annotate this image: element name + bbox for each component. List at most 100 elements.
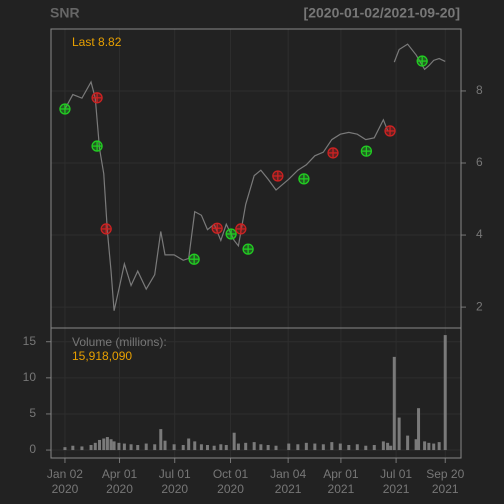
trade-marker — [384, 125, 396, 137]
volume-bar — [236, 443, 240, 451]
trade-marker — [416, 55, 428, 67]
volume-bar — [71, 445, 75, 451]
volume-bar — [414, 439, 418, 451]
volume-bar — [397, 417, 401, 451]
y-tick-label: 10 — [23, 370, 37, 384]
volume-bar — [252, 442, 256, 451]
price-line — [393, 43, 446, 71]
volume-bar — [109, 439, 113, 451]
volume-bar — [432, 443, 436, 451]
x-tick-label: 2020 — [217, 482, 244, 496]
volume-bar — [212, 445, 216, 451]
volume-bar — [313, 443, 317, 451]
volume-bar — [163, 440, 167, 451]
volume-bar — [296, 444, 300, 451]
trade-marker — [327, 147, 339, 159]
volume-bar — [347, 445, 351, 451]
x-tick-label: Jul 01 — [159, 467, 191, 481]
x-tick-label: 2020 — [106, 482, 133, 496]
volume-bar — [266, 445, 270, 451]
volume-bar — [389, 445, 393, 451]
volume-bar — [287, 443, 291, 451]
volume-bar — [159, 429, 163, 451]
volume-bar — [224, 445, 228, 451]
volume-bar — [274, 445, 278, 451]
volume-bar — [219, 444, 223, 451]
volume-bar — [244, 442, 248, 451]
y-tick-label: 0 — [29, 442, 36, 456]
panel-border — [50, 327, 462, 459]
volume-bar — [259, 444, 263, 451]
x-tick-label: 2021 — [383, 482, 410, 496]
y-tick-label: 5 — [29, 406, 36, 420]
volume-bar — [427, 442, 431, 451]
x-tick-label: Apr 01 — [102, 467, 138, 481]
x-tick-label: Jul 01 — [380, 467, 412, 481]
volume-bar — [129, 444, 133, 451]
x-tick-label: Jan 02 — [47, 467, 83, 481]
volume-bar — [372, 445, 376, 451]
x-tick-label: 2021 — [328, 482, 355, 496]
volume-bar — [330, 442, 334, 451]
last-volume: 15,918,090 — [72, 349, 132, 363]
volume-bar — [355, 444, 359, 451]
x-tick-label: 2020 — [161, 482, 188, 496]
last-price: Last 8.82 — [72, 35, 122, 49]
trade-marker — [235, 223, 247, 235]
trade-marker — [242, 243, 254, 255]
volume-label: Volume (millions): — [72, 335, 167, 349]
volume-bar — [105, 437, 109, 451]
y-tick-label: 8 — [476, 83, 483, 97]
trade-marker — [211, 222, 223, 234]
volume-bar — [205, 445, 209, 451]
x-tick-label: 2021 — [432, 482, 459, 496]
trade-marker — [100, 223, 112, 235]
y-tick-label: 2 — [476, 299, 483, 313]
y-tick-label: 6 — [476, 155, 483, 169]
volume-bar — [423, 441, 427, 451]
x-tick-label: Apr 01 — [323, 467, 359, 481]
volume-bar — [89, 445, 93, 451]
volume-bar — [443, 335, 447, 451]
x-tick-label: 2020 — [52, 482, 79, 496]
volume-bar — [338, 443, 342, 451]
volume-bar — [144, 443, 148, 451]
y-tick-label: 4 — [476, 227, 483, 241]
volume-bar — [181, 445, 185, 451]
volume-bar — [187, 438, 191, 451]
trade-marker — [225, 228, 237, 240]
volume-bar — [321, 444, 325, 451]
volume-bar — [193, 441, 197, 451]
chart-title: SNR — [50, 5, 80, 21]
volume-bar — [136, 445, 140, 451]
volume-bar — [381, 441, 385, 451]
volume-bar — [386, 442, 390, 451]
x-tick-label: Jan 04 — [270, 467, 306, 481]
volume-bar — [98, 439, 102, 451]
date-range: [2020-01-02/2021-09-20] — [304, 5, 460, 21]
trade-marker — [91, 92, 103, 104]
trade-marker — [272, 170, 284, 182]
volume-bar — [304, 442, 308, 451]
volume-bar — [93, 442, 97, 451]
x-tick-label: Oct 01 — [213, 467, 249, 481]
price-line — [64, 80, 389, 311]
trade-marker — [59, 103, 71, 115]
trade-marker — [360, 145, 373, 157]
trade-marker — [91, 140, 103, 152]
volume-bar — [437, 442, 441, 451]
volume-bar — [153, 444, 157, 451]
volume-bar — [199, 444, 203, 451]
volume-bar — [172, 444, 176, 451]
trade-marker — [188, 253, 200, 265]
volume-bar — [117, 442, 121, 451]
volume-bar — [417, 408, 421, 451]
y-tick-label: 15 — [23, 334, 37, 348]
trade-marker — [298, 173, 310, 185]
volume-bar — [392, 356, 396, 451]
volume-bar — [364, 445, 368, 451]
x-tick-label: 2021 — [275, 482, 302, 496]
volume-bar — [63, 447, 67, 451]
